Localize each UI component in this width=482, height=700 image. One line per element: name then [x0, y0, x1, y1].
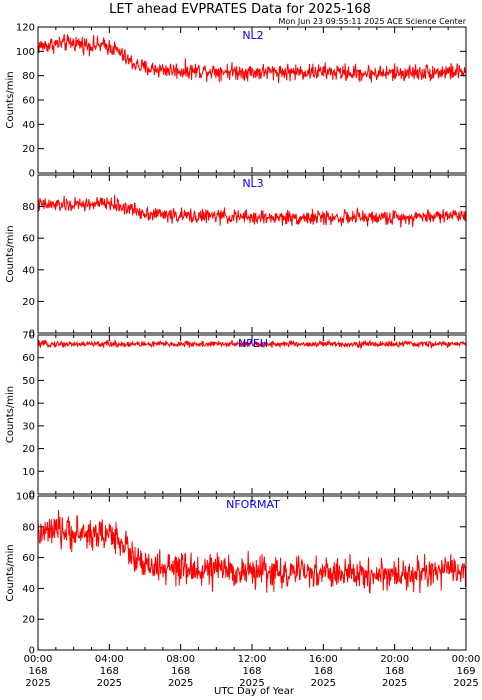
series-label: NL3 — [242, 177, 263, 190]
plot-frame — [37, 26, 467, 174]
y-tick-label: 0 — [29, 329, 35, 340]
panel-1: 0 20 40 60 80 100 120 Counts/min NL2 — [5, 23, 467, 180]
x-tick-label-line: 2025 — [453, 678, 478, 689]
y-tick-label: 60 — [22, 234, 35, 245]
x-tick-label-line: 2025 — [25, 678, 50, 689]
x-tick-label-line: 169 — [456, 666, 475, 677]
y-tick-label: 0 — [29, 169, 35, 180]
x-tick-label-line: 00:00 — [24, 654, 53, 665]
y-tick-label: 10 — [22, 467, 35, 478]
y-tick-label: 100 — [16, 492, 35, 503]
y-tick-label: 50 — [22, 376, 35, 387]
x-tick-label-line: 2025 — [168, 678, 193, 689]
x-tick-label-line: 2025 — [311, 678, 336, 689]
panel-3: 0 10 20 30 40 50 60 70 Counts/min NPEH — [5, 331, 467, 501]
x-tick-label-line: 168 — [171, 666, 190, 677]
x-tick-label-line: 168 — [28, 666, 47, 677]
series-line-nl2 — [37, 33, 467, 84]
x-tick-label-line: 2025 — [239, 678, 264, 689]
y-tick-label: 20 — [22, 444, 35, 455]
x-axis-label: UTC Day of Year — [214, 686, 295, 697]
y-tick-label: 120 — [16, 23, 35, 34]
series-line-nformat — [37, 509, 467, 594]
y-tick-label: 60 — [22, 553, 35, 564]
series-label: NPEH — [238, 337, 268, 350]
series-line-npeh — [37, 338, 467, 350]
x-tick-label-line: 168 — [385, 666, 404, 677]
series-label: NL2 — [242, 29, 263, 42]
y-tick-label: 60 — [22, 353, 35, 364]
y-tick-label: 40 — [22, 120, 35, 131]
series-label: NFORMAT — [226, 498, 280, 511]
y-axis-label: Counts/min — [5, 386, 16, 443]
y-tick-label: 100 — [16, 47, 35, 58]
x-tick-label-line: 04:00 — [95, 654, 124, 665]
y-tick-label: 80 — [22, 202, 35, 213]
y-axis-label: Counts/min — [5, 225, 16, 282]
chart-title: LET ahead EVPRATES Data for 2025-168 — [109, 2, 371, 17]
x-tick-label-line: 2025 — [97, 678, 122, 689]
panel-4: 0 20 40 60 80 100 Counts/min NFORMAT — [5, 492, 467, 657]
chart-timestamp: Mon Jun 23 09:55:11 2025 ACE Science Cen… — [278, 17, 466, 26]
x-tick-label-line: 08:00 — [166, 654, 195, 665]
plot-frame — [37, 334, 467, 495]
y-tick-label: 30 — [22, 421, 35, 432]
x-tick-label-line: 168 — [100, 666, 119, 677]
y-axis-label: Counts/min — [5, 71, 16, 128]
x-tick-label-line: 16:00 — [309, 654, 338, 665]
y-tick-label: 40 — [22, 399, 35, 410]
y-tick-label: 40 — [22, 265, 35, 276]
y-tick-label: 20 — [22, 615, 35, 626]
x-tick-label-line: 168 — [314, 666, 333, 677]
y-tick-label: 60 — [22, 96, 35, 107]
y-axis-label: Counts/min — [5, 544, 16, 601]
x-tick-label-line: 12:00 — [238, 654, 267, 665]
y-tick-label: 0 — [29, 646, 35, 657]
y-tick-label: 40 — [22, 584, 35, 595]
y-tick-label: 70 — [22, 331, 35, 342]
y-tick-label: 80 — [22, 522, 35, 533]
x-tick-label-line: 168 — [242, 666, 261, 677]
x-tick-label-line: 2025 — [382, 678, 407, 689]
series-line-nl3 — [37, 194, 467, 228]
y-tick-label: 80 — [22, 71, 35, 82]
x-tick-label-line: 00:00 — [452, 654, 481, 665]
x-tick-label-line: 20:00 — [380, 654, 409, 665]
y-tick-label: 20 — [22, 297, 35, 308]
y-tick-label: 0 — [29, 490, 35, 501]
y-tick-label: 20 — [22, 144, 35, 155]
panel-2: 0 20 40 60 80 Counts/min NL3 — [5, 174, 467, 340]
panels: 020406080100120Counts/minNL2020406080Cou… — [5, 23, 480, 690]
